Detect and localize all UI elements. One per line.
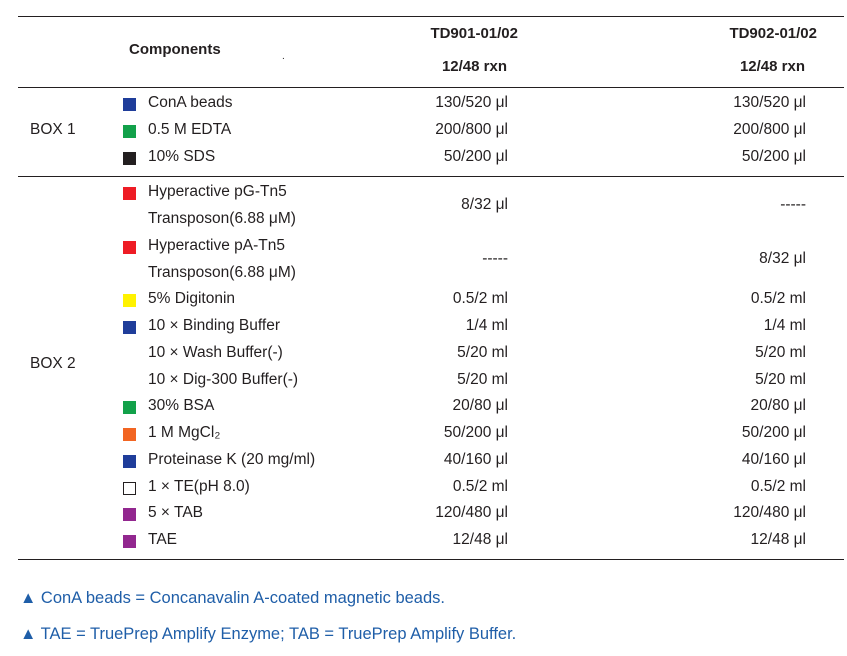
td901-amount: 0.5/2 ml (452, 290, 508, 307)
component-name: TAE (148, 531, 177, 548)
td902-amount: 50/200 μl (741, 148, 806, 165)
col2-header-rxn: 12/48 rxn (739, 58, 805, 75)
color-swatch (123, 294, 136, 307)
table-row: 0.5 M EDTA 200/800 μl 200/800 μl (0, 119, 847, 146)
component-name: 5% Digitonin (148, 290, 236, 307)
td901-amount: 5/20 ml (457, 371, 508, 388)
td902-amount: 0.5/2 ml (750, 478, 806, 495)
td902-amount: 5/20 ml (755, 344, 806, 361)
table-row: Proteinase K (20 mg/ml) 40/160 μl 40/160 μ… (0, 449, 847, 476)
table-row: 10 × Binding Buffer 1/4 ml 1/4 ml (0, 315, 847, 342)
color-swatch (123, 125, 136, 138)
td902-amount: 50/200 μl (741, 424, 806, 441)
component-name: 5 × TAB (148, 504, 203, 521)
table-row: 1 M MgCl₂ 50/200 μl 50/200 μl (0, 422, 847, 449)
color-swatch (123, 428, 136, 441)
td901-amount: 120/480 μl (435, 504, 508, 521)
component-name: Hyperactive pG-Tn5 (148, 183, 287, 200)
color-swatch (123, 508, 136, 521)
component-name: 1 × TE(pH 8.0) (148, 478, 250, 495)
td901-amount: 5/20 ml (457, 344, 508, 361)
td902-amount: 20/80 μl (750, 397, 806, 414)
box-1-label: BOX 1 (30, 121, 76, 138)
header-dot: . (282, 51, 285, 62)
col1-header-rxn: 12/48 rxn (441, 58, 507, 75)
table-row: 10 × Dig-300 Buffer(-) 5/20 ml 5/20 ml (0, 369, 847, 396)
header-rule (18, 87, 844, 88)
component-name: 0.5 M EDTA (148, 121, 232, 138)
table-row: 30% BSA 20/80 μl 20/80 μl (0, 395, 847, 422)
td901-amount: 12/48 μl (452, 531, 508, 548)
component-name: 10 × Binding Buffer (148, 317, 280, 334)
td902-amount: 40/160 μl (741, 451, 806, 468)
td902-amount: 12/48 μl (750, 531, 806, 548)
table-row: Hyperactive pA-Tn5 ----- 8/32 μl (0, 235, 847, 267)
table-row: 10% SDS 50/200 μl 50/200 μl (0, 146, 847, 173)
td902-amount: 5/20 ml (755, 371, 806, 388)
td901-amount: 40/160 μl (443, 451, 508, 468)
td901-amount: ----- (482, 250, 508, 267)
table-row: Hyperactive pG-Tn5 8/32 μl ----- (0, 181, 847, 213)
td901-amount: 0.5/2 ml (452, 478, 508, 495)
table-row: 5 × TAB 120/480 μl 120/480 μl (0, 502, 847, 529)
td902-amount: 200/800 μl (733, 121, 806, 138)
component-name: 10 × Wash Buffer(-) (148, 344, 283, 361)
td902-amount: 120/480 μl (733, 504, 806, 521)
component-name: Hyperactive pA-Tn5 (148, 237, 285, 254)
col1-header-catalog: TD901-01/02 (430, 25, 518, 42)
footnote-tae-tab: ▲ TAE = TruePrep Amplify Enzyme; TAB = T… (20, 625, 517, 643)
component-name: 10 × Dig-300 Buffer(-) (148, 371, 299, 388)
component-name: Proteinase K (20 mg/ml) (148, 451, 316, 468)
td901-amount: 200/800 μl (435, 121, 508, 138)
table-row: 1 × TE(pH 8.0) 0.5/2 ml 0.5/2 ml (0, 476, 847, 503)
table-row: ConA beads 130/520 μl 130/520 μl (0, 92, 847, 119)
color-swatch (123, 187, 136, 200)
color-swatch (123, 455, 136, 468)
color-swatch (123, 321, 136, 334)
td901-amount: 8/32 μl (461, 196, 508, 213)
components-header: Components (129, 41, 221, 58)
component-name: 30% BSA (148, 397, 215, 414)
component-name: ConA beads (148, 94, 233, 111)
td901-amount: 1/4 ml (465, 317, 508, 334)
component-name: Transposon(6.88 μM) (148, 264, 296, 281)
color-swatch (123, 535, 136, 548)
color-swatch (123, 98, 136, 111)
td901-amount: 20/80 μl (452, 397, 508, 414)
box-2-label: BOX 2 (30, 355, 76, 372)
table-row: 10 × Wash Buffer(-) 5/20 ml 5/20 ml (0, 342, 847, 369)
td901-amount: 130/520 μl (435, 94, 508, 111)
table-bottom-rule (18, 559, 844, 560)
table-top-rule (18, 16, 844, 17)
td902-amount: 0.5/2 ml (750, 290, 806, 307)
td902-amount: ----- (780, 196, 806, 213)
table-row: 5% Digitonin 0.5/2 ml 0.5/2 ml (0, 288, 847, 315)
table-row: Transposon(6.88 μM) (0, 208, 847, 235)
component-name: 1 M MgCl₂ (148, 424, 221, 441)
component-name: 10% SDS (148, 148, 216, 165)
td901-amount: 50/200 μl (443, 148, 508, 165)
col2-header-catalog: TD902-01/02 (729, 25, 817, 42)
table-row: Transposon(6.88 μM) (0, 262, 847, 289)
td901-amount: 50/200 μl (443, 424, 508, 441)
color-swatch (123, 152, 136, 165)
color-swatch (123, 241, 136, 254)
table-row: TAE 12/48 μl 12/48 μl (0, 529, 847, 556)
footnote-cona: ▲ ConA beads = Concanavalin A-coated mag… (20, 589, 445, 607)
td902-amount: 8/32 μl (759, 250, 806, 267)
td902-amount: 1/4 ml (763, 317, 806, 334)
color-swatch (123, 401, 136, 414)
box-divider-rule (18, 176, 844, 177)
td902-amount: 130/520 μl (733, 94, 806, 111)
color-swatch (123, 482, 136, 495)
component-name: Transposon(6.88 μM) (148, 210, 296, 227)
